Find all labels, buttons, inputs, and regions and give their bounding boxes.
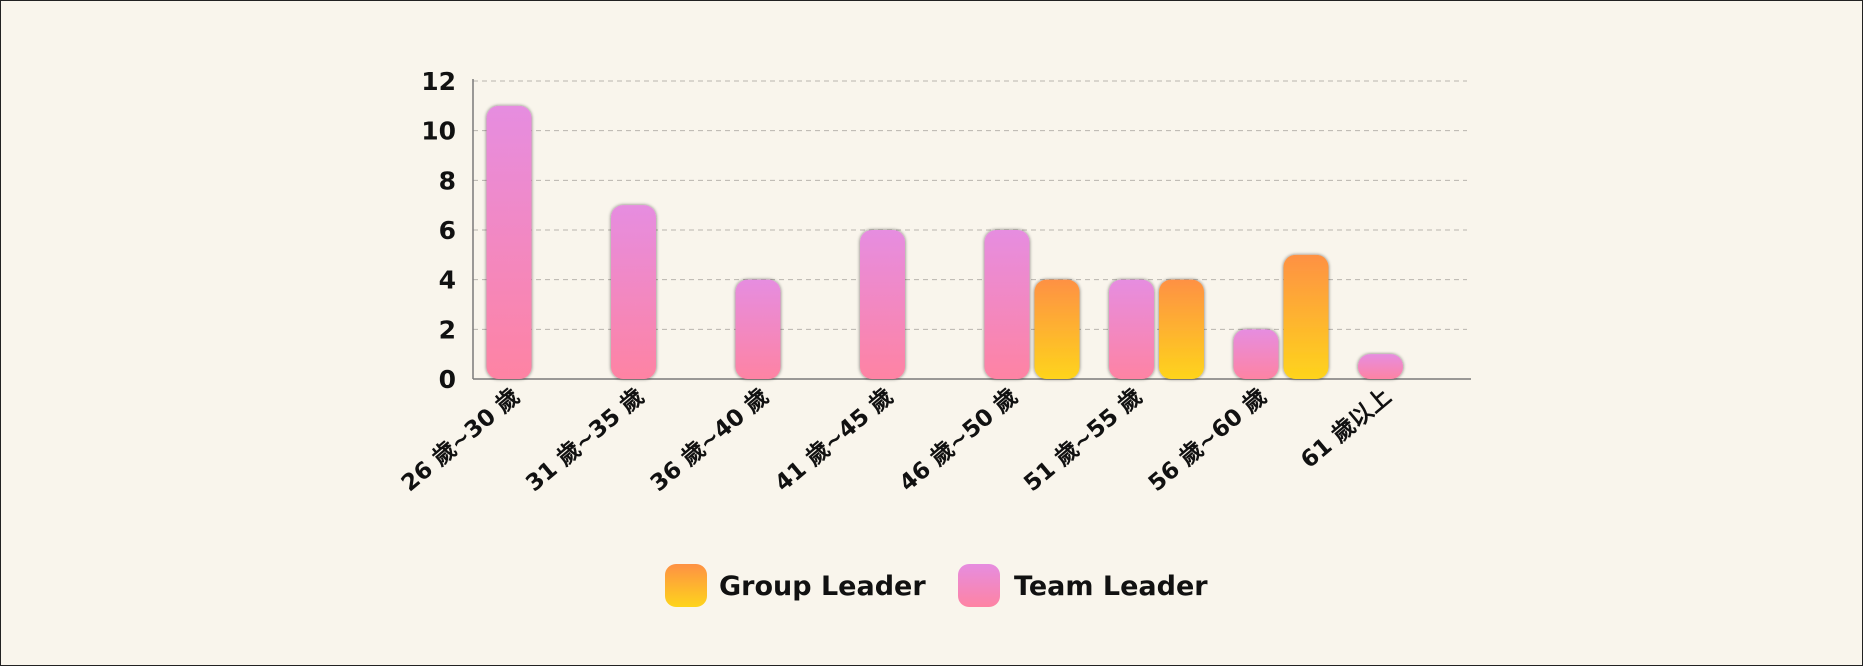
bar-team-leader bbox=[1233, 329, 1279, 379]
legend-label-group-leader: Group Leader bbox=[719, 571, 926, 602]
y-tick-label: 2 bbox=[439, 315, 456, 344]
legend-swatch-group-leader bbox=[665, 564, 707, 607]
legend-label-team-leader: Team Leader bbox=[1014, 571, 1208, 602]
x-tick-label: 46 歲~50 歲 bbox=[895, 384, 1023, 497]
bar-group-leader bbox=[1283, 254, 1329, 379]
bar-team-leader bbox=[860, 230, 905, 379]
legend: Group Leader Team Leader bbox=[665, 564, 1208, 607]
x-tick-label: 51 歲~55 歲 bbox=[1019, 384, 1147, 497]
bar-team-leader bbox=[1109, 279, 1154, 379]
bars bbox=[486, 105, 1403, 379]
y-tick-label: 10 bbox=[421, 117, 456, 146]
x-tick-label: 26 歲~30 歲 bbox=[397, 384, 525, 497]
x-tick-label: 61 歲以上 bbox=[1296, 384, 1396, 474]
y-tick-label: 8 bbox=[439, 166, 456, 195]
x-tick-label: 41 歲~45 歲 bbox=[770, 384, 898, 497]
x-tick-label: 36 歲~40 歲 bbox=[646, 384, 774, 497]
y-tick-label: 0 bbox=[439, 365, 456, 394]
bar-team-leader bbox=[486, 105, 532, 379]
y-tick-labels: 0 2 4 6 8 10 12 bbox=[421, 67, 456, 394]
x-tick-label: 31 歲~35 歲 bbox=[521, 384, 649, 497]
bar-team-leader bbox=[1358, 354, 1403, 379]
bar-group-leader bbox=[1034, 279, 1080, 379]
y-tick-label: 4 bbox=[439, 266, 456, 295]
x-tick-labels: 26 歲~30 歲31 歲~35 歲36 歲~40 歲41 歲~45 歲46 歲… bbox=[397, 384, 1397, 497]
bar-group-leader bbox=[1159, 279, 1204, 379]
bar-team-leader bbox=[611, 205, 656, 379]
x-tick-label: 56 歲~60 歲 bbox=[1144, 384, 1272, 497]
legend-swatch-team-leader bbox=[958, 564, 1000, 607]
y-tick-label: 6 bbox=[439, 216, 456, 245]
y-tick-label: 12 bbox=[421, 67, 456, 96]
bar-team-leader bbox=[735, 279, 781, 379]
bar-team-leader bbox=[984, 230, 1030, 379]
